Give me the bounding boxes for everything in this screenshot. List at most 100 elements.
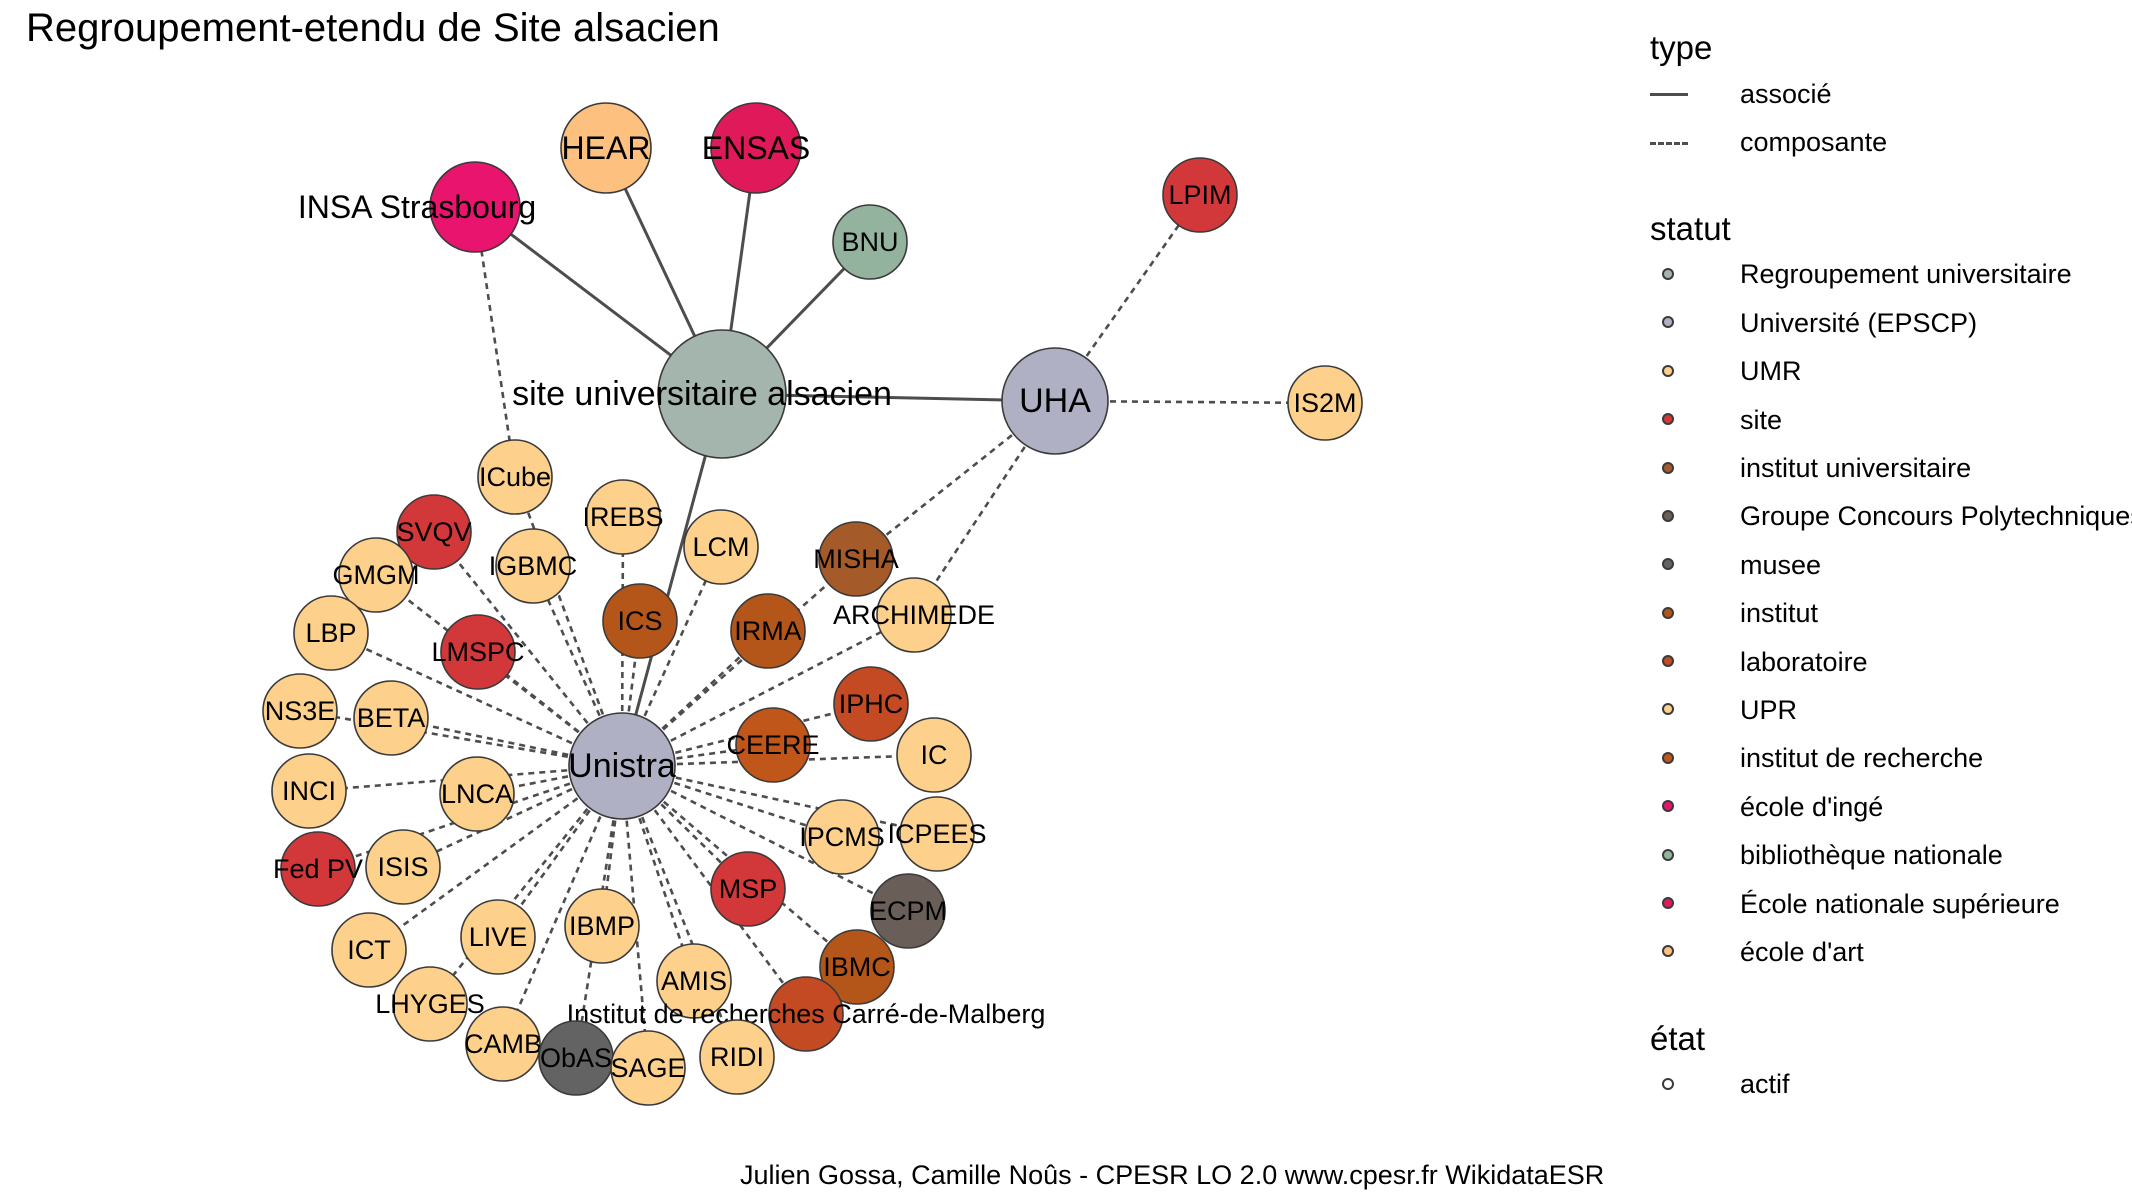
node-circle xyxy=(564,888,640,964)
color-dot-key xyxy=(1650,251,1694,299)
legend-item-statut: institut xyxy=(1650,590,2132,638)
node-icpees: ICPEES xyxy=(887,796,987,872)
node-circle xyxy=(271,753,347,829)
edge-Unistra-LCM xyxy=(620,546,723,767)
node-circle xyxy=(657,329,787,459)
node-circle xyxy=(365,829,441,905)
color-dot-key xyxy=(1650,832,1694,880)
legend-item-associe: associé xyxy=(1650,70,2132,118)
node-label: AMIS xyxy=(661,966,727,996)
node-circle xyxy=(585,479,661,555)
node-label: IPCMS xyxy=(799,822,885,852)
node-svqv: SVQV xyxy=(396,494,472,570)
legend-item-actif: actif xyxy=(1650,1061,2132,1109)
node-label: LPIM xyxy=(1168,180,1231,210)
node-label: SAGE xyxy=(610,1053,685,1083)
node-label: ECPM xyxy=(869,896,947,926)
color-dot-key xyxy=(1650,348,1694,396)
node-label: ObAS xyxy=(540,1043,612,1073)
node-label: BETA xyxy=(357,703,426,733)
node-label: NS3E xyxy=(265,696,336,726)
node-circle xyxy=(896,717,972,793)
node-label: IREBS xyxy=(582,502,663,532)
node-circle xyxy=(338,537,414,613)
node-label: ENSAS xyxy=(702,130,810,166)
node-circle xyxy=(568,712,676,820)
color-dot-key xyxy=(1650,638,1694,686)
node-ipcms: IPCMS xyxy=(799,799,885,875)
node-archimede: ARCHIMEDE xyxy=(833,577,995,653)
node-circle xyxy=(710,102,802,194)
node-circle xyxy=(735,707,811,783)
node-circle xyxy=(656,943,732,1019)
node-label: BNU xyxy=(841,227,898,257)
node-ridi: RIDI xyxy=(699,1019,775,1095)
legend-label: associé xyxy=(1740,78,1832,109)
node-iphc: IPHC xyxy=(833,666,909,742)
node-ibmp: IBMP xyxy=(564,888,640,964)
chart-title: Regroupement-etendu de Site alsacien xyxy=(26,6,720,50)
node-label: Fed PV xyxy=(273,854,363,884)
node-beta: BETA xyxy=(353,680,429,756)
node-circle xyxy=(833,666,909,742)
node-lcm: LCM xyxy=(683,509,759,585)
color-dot-key xyxy=(1650,445,1694,493)
legend-item-statut: site xyxy=(1650,396,2132,444)
network-graph: site universitaire alsacien UHA Unistra HEA… xyxy=(262,102,1363,1106)
node-circle xyxy=(440,614,516,690)
legend-title-etat: état xyxy=(1650,1019,1706,1057)
legend-label: UPR xyxy=(1740,694,1798,725)
legend-item-statut: Université (EPSCP) xyxy=(1650,299,2132,347)
node-live: LIVE xyxy=(460,899,536,975)
node-circle xyxy=(465,1006,541,1082)
node-label: CEERE xyxy=(726,730,819,760)
node-insa: INSA Strasbourg xyxy=(298,161,536,253)
node-ict: ICT xyxy=(331,912,407,988)
node-circle xyxy=(280,831,356,907)
node-lhyges: LHYGES xyxy=(375,966,485,1042)
node-ceere: CEERE xyxy=(726,707,820,783)
color-dot-key xyxy=(1650,928,1694,976)
legend-label: bibliothèque nationale xyxy=(1740,840,2003,871)
node-ibmc: IBMC xyxy=(819,929,895,1005)
edge-UHA-ARCHIMEDE xyxy=(912,400,1057,616)
node-circle xyxy=(768,976,844,1052)
dashed-line-key xyxy=(1650,119,1694,167)
node-label: MSP xyxy=(719,874,778,904)
legend-label: laboratoire xyxy=(1740,646,1868,677)
node-circle xyxy=(876,577,952,653)
node-label: Unistra xyxy=(568,747,676,785)
node-label: site universitaire alsacien xyxy=(512,375,892,413)
node-icube: ICube xyxy=(477,439,553,515)
node-label: LIVE xyxy=(469,922,528,952)
legend-item-statut: institut universitaire xyxy=(1650,444,2132,492)
node-label: RIDI xyxy=(710,1042,764,1072)
node-label: CAMB xyxy=(464,1029,542,1059)
color-dot-key xyxy=(1650,541,1694,589)
node-label: IPHC xyxy=(839,689,904,719)
legend-item-statut: école d'ingé xyxy=(1650,783,2132,831)
legend-item-statut: école d'art xyxy=(1650,928,2132,976)
node-circle xyxy=(683,509,759,585)
node-label: IC xyxy=(921,740,948,770)
edge-Unistra-ECPM xyxy=(621,764,909,913)
color-dot-key xyxy=(1650,735,1694,783)
legend-item-statut: Groupe Concours Polytechniques xyxy=(1650,493,2132,541)
node-circle xyxy=(1001,347,1109,455)
color-dot-key xyxy=(1650,686,1694,734)
node-label: UHA xyxy=(1019,382,1091,420)
edge-Unistra-LHYGES xyxy=(428,765,624,1005)
node-hear: HEAR xyxy=(560,102,652,194)
node-circle xyxy=(710,851,786,927)
node-circle xyxy=(331,912,407,988)
color-dot-key xyxy=(1650,396,1694,444)
node-circle xyxy=(899,796,975,872)
legend-item-statut: École nationale supérieure xyxy=(1650,880,2132,928)
legend-label: musee xyxy=(1740,549,1822,580)
node-ircm: Institut de recherches Carré-de-Malberg xyxy=(567,976,1045,1052)
node-label: ICS xyxy=(617,606,662,636)
edge-layer xyxy=(299,147,1326,1069)
node-isis: ISIS xyxy=(365,829,441,905)
legend-label: institut universitaire xyxy=(1740,453,1972,484)
node-circle xyxy=(429,161,521,253)
